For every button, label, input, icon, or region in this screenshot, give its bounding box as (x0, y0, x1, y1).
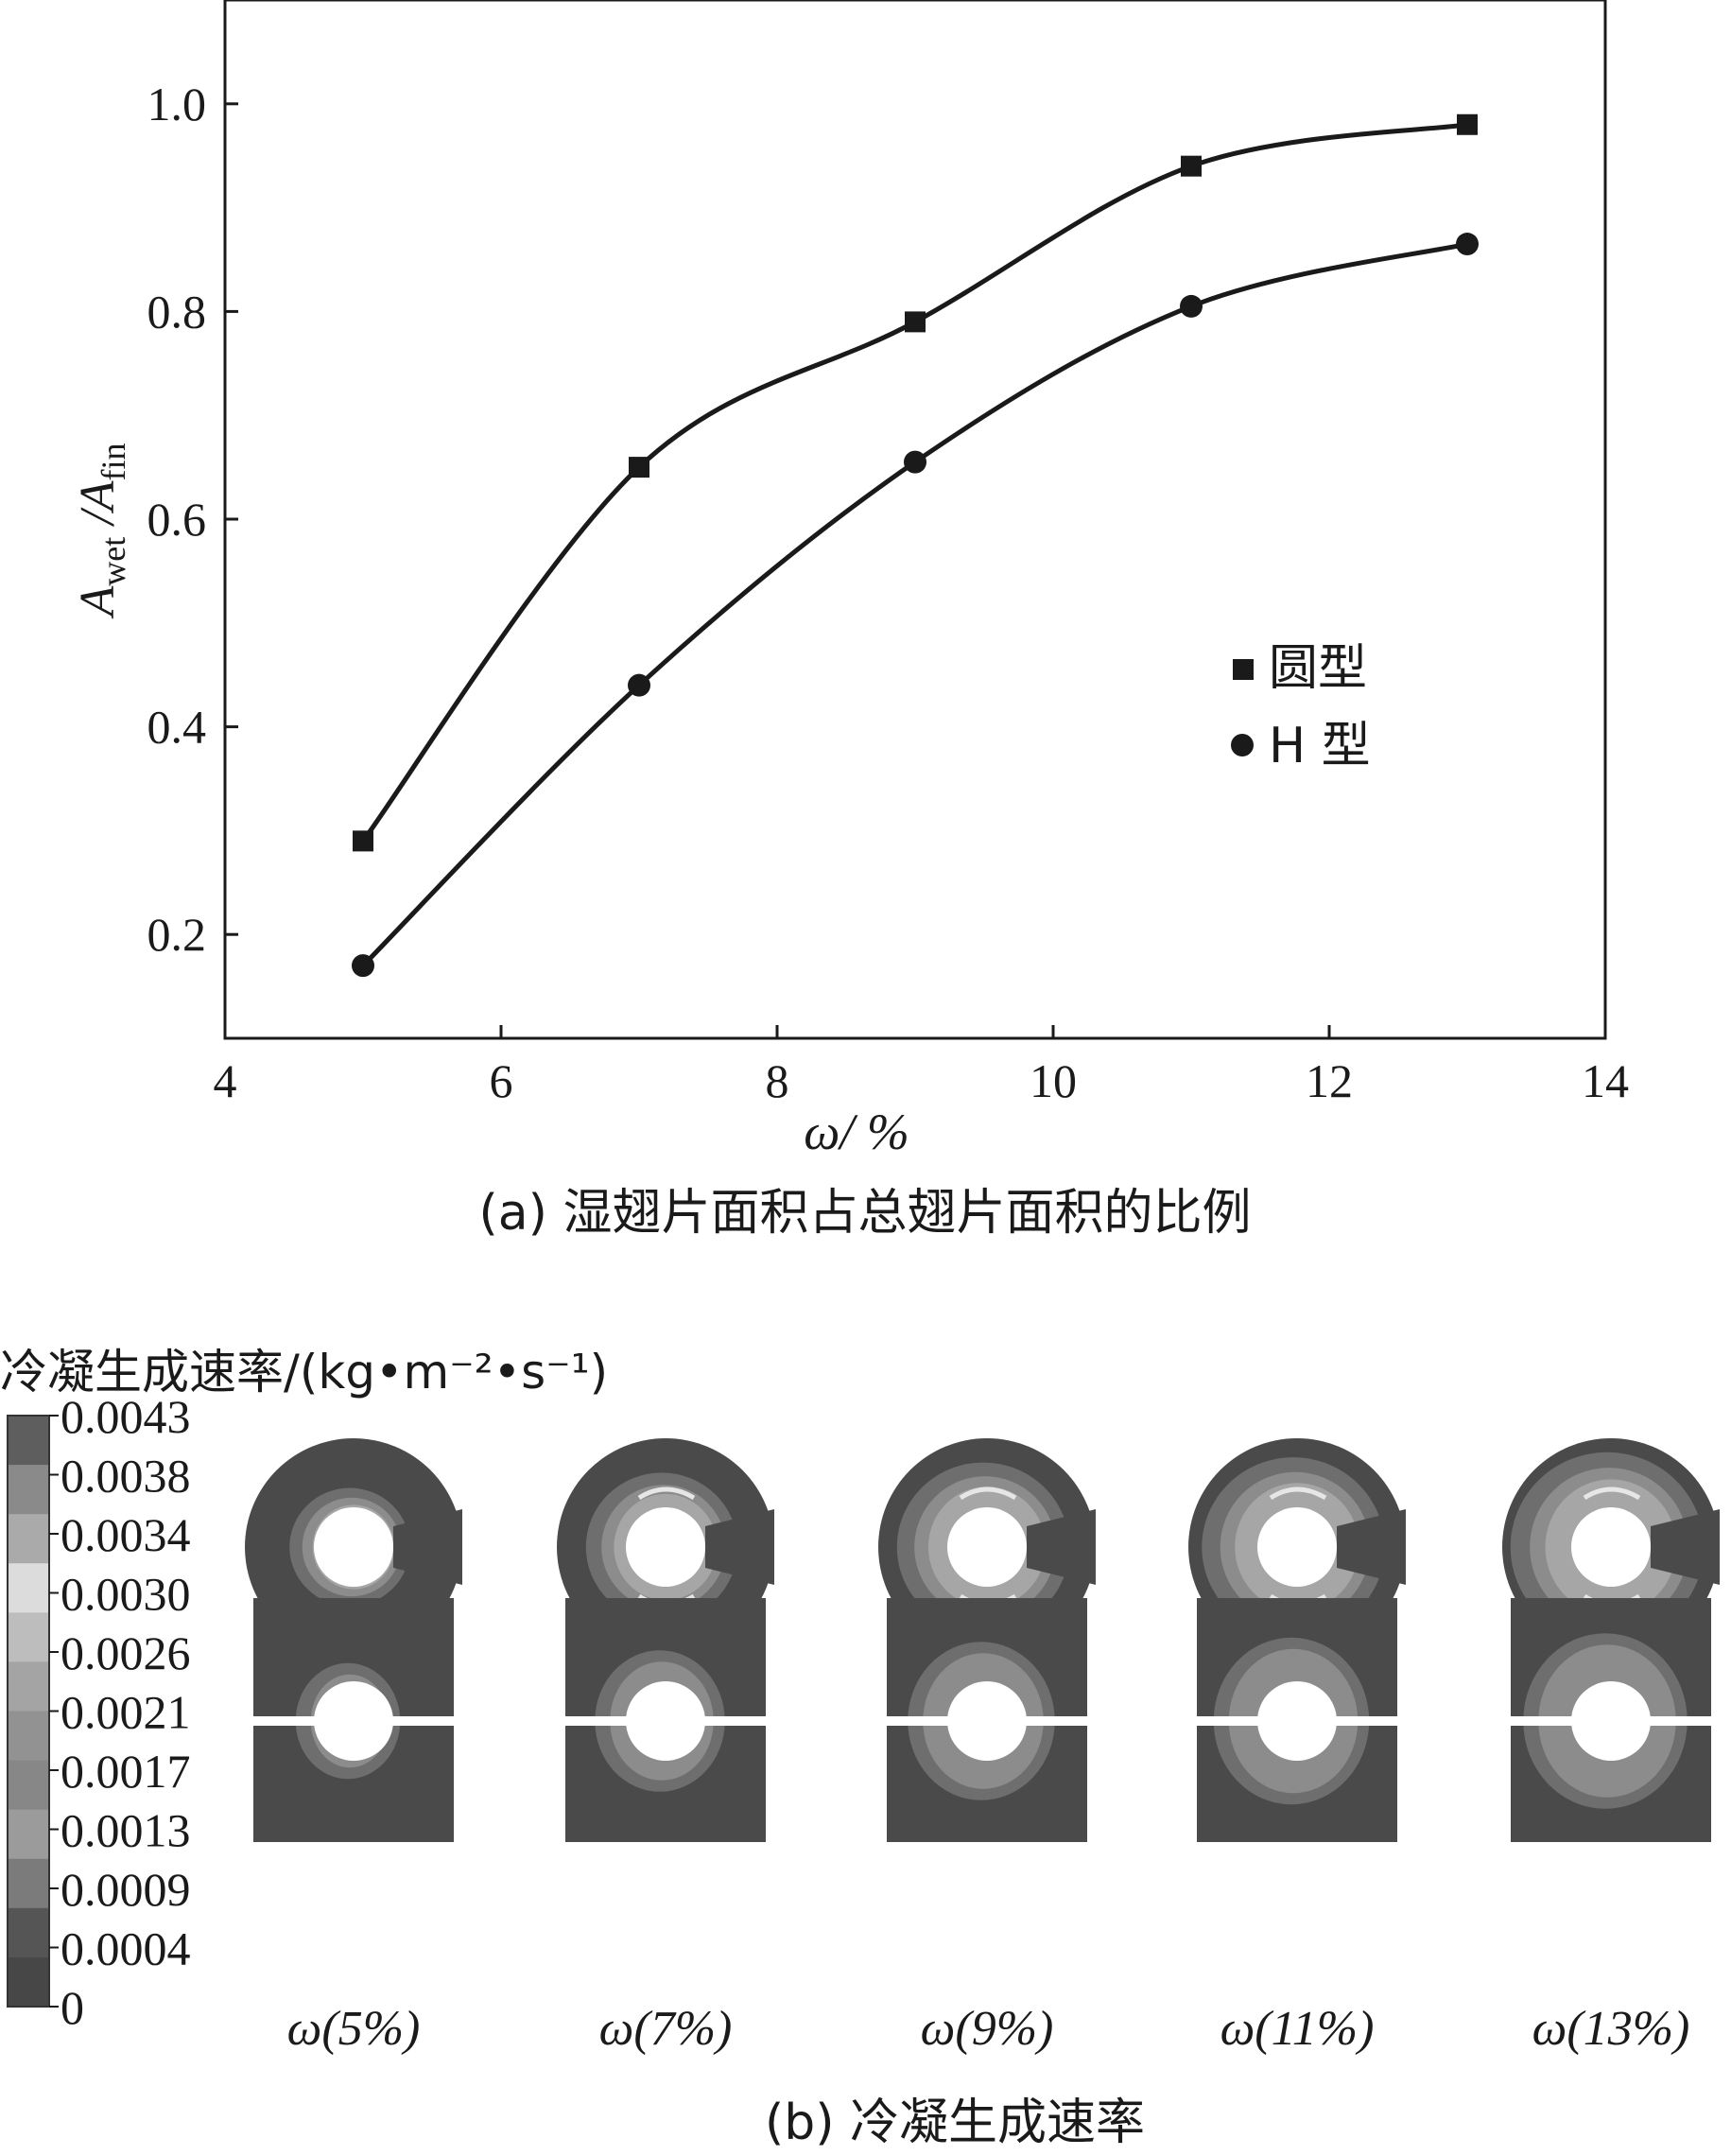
colorbar-segment (8, 1711, 49, 1762)
colorbar-tick-label: 0.0009 (61, 1863, 191, 1916)
series-lines (360, 122, 1468, 967)
y-tick-label: 0.4 (147, 701, 207, 754)
legend-square-marker (1233, 659, 1254, 680)
fin-pair-5 (1502, 1438, 1720, 1842)
data-point-square (629, 457, 649, 478)
legend-label-h: H 型 (1269, 718, 1371, 774)
colorbar-tick-label: 0.0013 (61, 1804, 191, 1857)
colorbar-segment (8, 1809, 49, 1860)
y-tick-label: 0.6 (147, 493, 207, 546)
h-fin-tube-hole (1571, 1681, 1651, 1761)
fin-contours (245, 1438, 1720, 1842)
colorbar-tick-label: 0.0043 (61, 1390, 191, 1443)
round-fin-tube-hole (314, 1507, 393, 1587)
colorbar-segment (8, 1661, 49, 1712)
caption-b: (b) 冷凝生成速率 (765, 2095, 1145, 2151)
x-axis: 4 6 8 10 12 14 (214, 1025, 1629, 1107)
round-fin-highlight (1269, 1487, 1327, 1501)
legend-label-round: 圆型 (1269, 640, 1367, 697)
panel-labels: ω(5%) ω(7%) ω(9%) ω(11%) ω(13%) (287, 2002, 1690, 2056)
colorbar-tick-label: 0.0038 (61, 1450, 191, 1503)
data-point-square (1457, 113, 1478, 135)
colorbar-segment (8, 1858, 49, 1909)
round-fin-wake (705, 1509, 774, 1585)
round-fin-tube-hole (1257, 1507, 1337, 1587)
x-tick-label: 6 (490, 1054, 513, 1107)
colorbar-tick-label: 0.0004 (61, 1922, 191, 1975)
series-line-0 (360, 122, 1468, 843)
contour-panel-b: 冷凝生成速率/(kg•m⁻²•s⁻¹) 0.00430.00380.00340.… (0, 1345, 1720, 2151)
data-point-square (905, 311, 926, 333)
h-fin-tube-hole (626, 1681, 705, 1761)
panel-label: ω(9%) (921, 2002, 1054, 2056)
fin-pair-3 (878, 1438, 1096, 1842)
data-point-square (353, 830, 373, 852)
colorbar-tick-label: 0.0017 (61, 1745, 191, 1798)
x-tick-label: 8 (766, 1054, 789, 1107)
round-fin-wake (1651, 1509, 1720, 1585)
legend: 圆型 H 型 (1231, 640, 1371, 774)
x-tick-label: 14 (1582, 1054, 1629, 1107)
fin-pair-4 (1188, 1438, 1406, 1842)
panel-label: ω(5%) (287, 2002, 421, 2056)
colorbar-tick-label: 0.0034 (61, 1508, 191, 1561)
colorbar-segment (8, 1956, 49, 2008)
legend-circle-marker (1231, 734, 1254, 756)
round-fin-wake (1337, 1509, 1406, 1585)
series-markers (352, 113, 1479, 978)
panel-label: ω(7%) (599, 2002, 733, 2056)
y-tick-label: 0.8 (147, 285, 207, 338)
fin-pair-2 (557, 1438, 774, 1842)
colorbar-segment (8, 1514, 49, 1564)
colorbar-title: 冷凝生成速率/(kg•m⁻²•s⁻¹) (0, 1345, 608, 1400)
colorbar-segment (8, 1563, 49, 1613)
colorbar-tick-label: 0.0026 (61, 1626, 191, 1679)
h-fin-tube-hole (947, 1681, 1027, 1761)
round-fin-wake (1027, 1509, 1096, 1585)
plot-frame (223, 0, 1607, 1040)
colorbar-segment (8, 1416, 49, 1466)
x-tick-label: 4 (214, 1054, 237, 1107)
colorbar-tick-label: 0.0030 (61, 1568, 191, 1621)
round-fin-highlight (959, 1487, 1017, 1501)
colorbar-segment (8, 1465, 49, 1515)
y-axis: 0.2 0.4 0.6 0.8 1.0 (147, 78, 238, 961)
round-fin-wake (393, 1509, 462, 1585)
data-point-circle (352, 954, 374, 978)
y-tick-label: 1.0 (147, 78, 207, 130)
panel-label: ω(13%) (1532, 2002, 1690, 2056)
y-tick-label: 0.2 (147, 908, 207, 961)
colorbar-segment (8, 1760, 49, 1811)
data-point-circle (628, 673, 650, 697)
x-axis-label: ω/ % (804, 1104, 909, 1160)
round-fin-highlight (1583, 1487, 1641, 1501)
colorbar-segment (8, 1907, 49, 1958)
fin-pair-1 (245, 1438, 462, 1842)
h-fin-tube-hole (1257, 1681, 1337, 1761)
round-fin-tube-hole (1571, 1507, 1651, 1587)
colorbar-tick-label: 0 (61, 1981, 84, 2034)
data-point-circle (1180, 294, 1203, 318)
round-fin-tube-hole (626, 1507, 705, 1587)
data-point-circle (1456, 233, 1479, 256)
series-line-1 (361, 241, 1468, 967)
caption-a: (a) 湿翅片面积占总翅片面积的比例 (479, 1185, 1252, 1242)
colorbar-segment (8, 1612, 49, 1662)
chart-a: 4 6 8 10 12 14 0.2 0.4 0.6 0.8 1.0 Awet /Afin ω/ … (71, 0, 1629, 1242)
h-fin-tube-hole (314, 1681, 393, 1761)
x-tick-label: 12 (1306, 1054, 1353, 1107)
data-point-circle (904, 450, 926, 474)
panel-label: ω(11%) (1220, 2002, 1375, 2056)
data-point-square (1181, 155, 1202, 177)
round-fin-highlight (637, 1487, 696, 1501)
x-tick-label: 10 (1030, 1054, 1077, 1107)
round-fin-tube-hole (947, 1507, 1027, 1587)
y-axis-label: Awet /Afin (71, 443, 132, 619)
colorbar-tick-label: 0.0021 (61, 1686, 191, 1739)
